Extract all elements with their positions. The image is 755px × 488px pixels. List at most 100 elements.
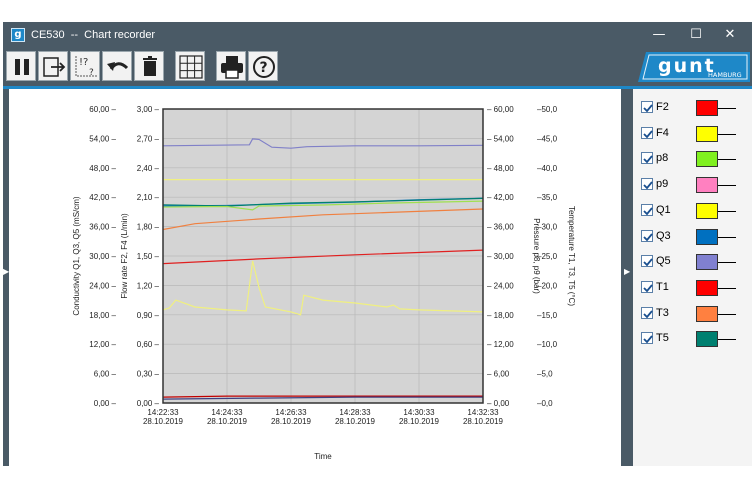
chart-canvas: 60,00 – 3,00 – – 60,00 –50,0 54,00 – 2,70 – – …	[72, 105, 576, 461]
axis-settings-button[interactable]: !??	[70, 51, 100, 81]
legend-line-sample	[718, 133, 736, 135]
svg-text:!?: !?	[79, 57, 88, 68]
delete-button[interactable]	[134, 51, 164, 81]
series-t1	[162, 249, 484, 265]
series-f2	[162, 395, 483, 398]
conductivity-tick-label: 42,00 –	[89, 193, 116, 202]
temperature-tick-label: –35,0	[537, 193, 558, 202]
legend-checkbox[interactable]	[641, 178, 653, 191]
x-tick-time: 14:32:33	[467, 408, 499, 417]
pause-button[interactable]	[6, 51, 36, 81]
legend-color-swatch[interactable]	[696, 228, 718, 245]
temperature-tick-label: –30,0	[537, 223, 558, 232]
legend-checkbox[interactable]	[641, 101, 653, 113]
conductivity-tick-label: 36,00 –	[89, 223, 116, 232]
export-icon	[43, 57, 66, 77]
legend-checkbox[interactable]	[641, 280, 653, 293]
temperature-tick-label: –45,0	[537, 134, 558, 143]
conductivity-tick-label: 48,00 –	[89, 164, 116, 173]
legend-color-swatch[interactable]	[696, 331, 718, 348]
temperature-tick-label: –20,0	[537, 281, 558, 290]
conductivity-tick-label: 0,00 –	[94, 399, 117, 408]
legend-item-t3: T3	[641, 305, 741, 323]
print-button[interactable]	[216, 51, 246, 81]
legend-item-q1: Q1	[641, 202, 741, 220]
check-icon	[643, 104, 653, 113]
svg-text:?: ?	[260, 60, 268, 76]
legend-label: p9	[656, 178, 669, 191]
legend-item-p8: p8	[641, 150, 741, 168]
grid-lines	[163, 109, 483, 403]
legend-color-swatch[interactable]	[696, 177, 718, 194]
legend-color-swatch[interactable]	[696, 305, 718, 322]
close-button[interactable]: ✕	[724, 27, 736, 42]
logo-subtext: HAMBURG	[708, 71, 742, 79]
series-q5	[162, 138, 484, 149]
trash-icon	[143, 56, 157, 76]
flow-tick-label: 0,30 –	[137, 370, 160, 379]
check-icon	[643, 130, 653, 139]
left-collapse-bar[interactable]: ▶	[3, 89, 9, 466]
grid-toggle-button[interactable]	[175, 51, 205, 81]
x-tick-date: 28.10.2019	[207, 417, 248, 426]
gunt-logo: gunt HAMBURG	[636, 50, 750, 84]
pressure-tick-label: – 18,00	[487, 311, 514, 320]
svg-text:?: ?	[89, 68, 94, 78]
flow-tick-label: 0,00 –	[137, 399, 160, 408]
legend-checkbox[interactable]	[641, 203, 653, 216]
conductivity-axis-label: Conductivity Q1, Q3, Q5 (mS/cm)	[72, 196, 81, 315]
undo-button[interactable]	[102, 51, 132, 81]
check-icon	[643, 232, 653, 241]
conductivity-tick-label: 54,00 –	[89, 134, 116, 143]
conductivity-tick-label: 18,00 –	[89, 311, 116, 320]
x-tick-time: 14:28:33	[339, 408, 371, 417]
legend-checkbox[interactable]	[641, 229, 653, 242]
export-button[interactable]	[38, 51, 68, 81]
legend-color-swatch[interactable]	[696, 125, 718, 142]
expand-right-icon: ▶	[3, 267, 10, 276]
legend-color-swatch[interactable]	[696, 254, 718, 271]
pressure-tick-label: – 24,00	[487, 281, 514, 290]
maximize-button[interactable]: ☐	[690, 27, 702, 42]
legend-checkbox[interactable]	[641, 306, 653, 319]
help-button[interactable]: ?	[248, 51, 278, 81]
legend-checkbox[interactable]	[641, 126, 653, 139]
legend-item-q3: Q3	[641, 228, 741, 246]
legend-label: F4	[656, 126, 669, 139]
legend-checkbox[interactable]	[641, 332, 653, 345]
conductivity-tick-label: 24,00 –	[89, 281, 116, 290]
legend-splitter[interactable]: ▶	[621, 89, 633, 466]
legend-checkbox[interactable]	[641, 255, 653, 268]
pressure-tick-label: – 60,00	[487, 105, 514, 114]
legend-item-t1: T1	[641, 279, 741, 297]
logo-text: gunt	[658, 55, 716, 77]
chart-panel: 60,00 – 3,00 – – 60,00 –50,0 54,00 – 2,70 – – …	[9, 89, 621, 466]
legend-item-q5: Q5	[641, 253, 741, 271]
x-tick-time: 14:22:33	[147, 408, 179, 417]
legend-color-swatch[interactable]	[696, 279, 718, 296]
flow-tick-label: 2,10 –	[137, 193, 160, 202]
temperature-tick-label: –0,0	[537, 399, 553, 408]
series-p9	[162, 200, 484, 211]
legend-label: T1	[656, 280, 669, 293]
legend-line-sample	[718, 210, 736, 212]
legend-item-f2: F2	[641, 99, 741, 117]
legend-label: T5	[656, 332, 669, 345]
legend-label: p8	[656, 152, 669, 165]
legend-label: Q5	[656, 255, 671, 268]
pressure-tick-label: – 36,00	[487, 223, 514, 232]
pressure-tick-label: – 12,00	[487, 340, 514, 349]
legend-label: F2	[656, 101, 669, 113]
x-tick-date: 28.10.2019	[143, 417, 184, 426]
axis-ticks: 60,00 – 3,00 – – 60,00 –50,0 54,00 – 2,70 – – …	[89, 105, 557, 426]
legend-color-swatch[interactable]	[696, 202, 718, 219]
legend-label: T3	[656, 306, 669, 319]
series-f4	[162, 260, 484, 316]
legend-color-swatch[interactable]	[696, 100, 718, 116]
minimize-button[interactable]: —	[652, 27, 666, 42]
pressure-tick-label: – 48,00	[487, 164, 514, 173]
title-bar: g CE530 -- Chart recorder — ☐ ✕	[3, 22, 752, 48]
legend-color-swatch[interactable]	[696, 151, 718, 168]
legend-line-sample	[718, 339, 736, 341]
legend-checkbox[interactable]	[641, 152, 653, 165]
